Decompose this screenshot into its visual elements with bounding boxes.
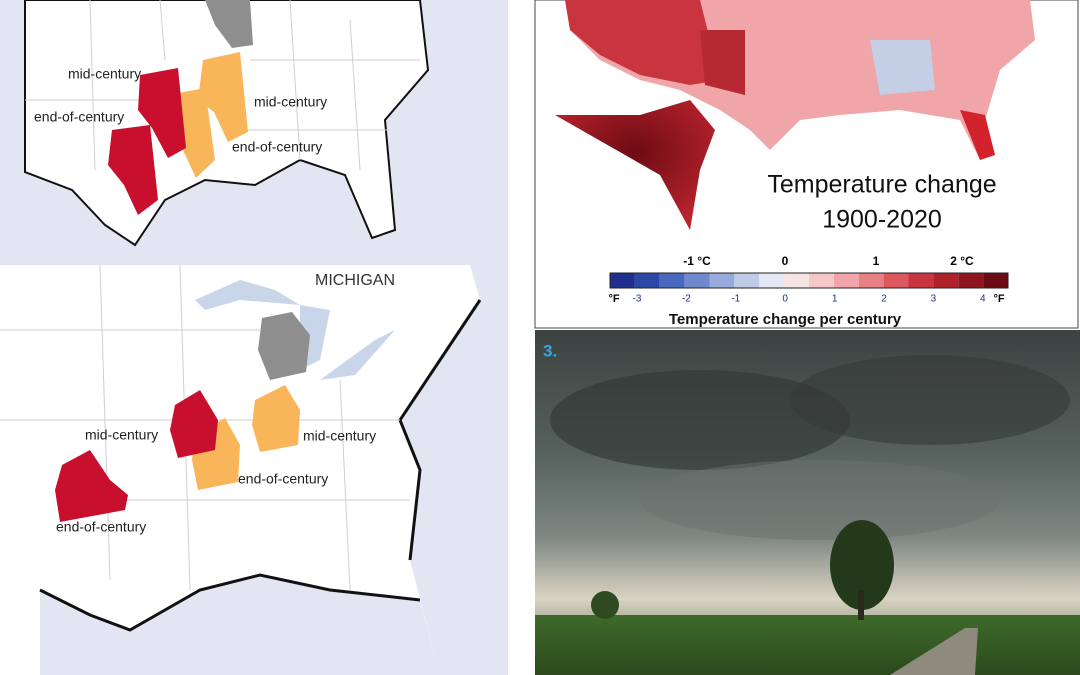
state-orange xyxy=(252,385,300,452)
fahrenheit-tick-label: 2 xyxy=(881,294,887,305)
gutter xyxy=(508,0,535,675)
region-warm xyxy=(700,30,745,95)
axis-label: Temperature change per century xyxy=(669,311,902,328)
color-swatch xyxy=(659,273,685,288)
road xyxy=(890,628,978,675)
color-swatch xyxy=(883,273,909,288)
tree xyxy=(591,591,619,619)
illinois-map: mid-century end-of-century mid-century e… xyxy=(0,0,510,265)
water xyxy=(40,265,510,675)
region-warm xyxy=(960,110,995,160)
celsius-tick-label: -1 °C xyxy=(683,254,711,268)
colorbar: -1 °C 0 1 2 °C -3 -2 -1 0 1 2 3 4 xyxy=(609,254,1009,305)
celsius-tick-label: 0 xyxy=(782,254,789,268)
photo-label: 3. xyxy=(543,341,557,360)
lake xyxy=(320,330,395,380)
colorbar-frame xyxy=(609,272,1009,289)
label: end-of-century xyxy=(232,139,322,155)
alaska xyxy=(555,100,715,230)
color-swatch xyxy=(809,273,834,288)
label: mid-century xyxy=(303,428,376,444)
state-gray xyxy=(205,0,253,48)
subtitle: 1900-2020 xyxy=(822,206,942,234)
label: end-of-century xyxy=(34,109,124,125)
state-red xyxy=(138,68,186,158)
color-swatch xyxy=(784,273,809,288)
unit: °F xyxy=(608,293,619,305)
state-red xyxy=(55,450,128,522)
michigan-map: MICHIGAN mid-century mid-century end-of-… xyxy=(0,264,510,675)
label: mid-century xyxy=(254,94,327,110)
label: mid-century xyxy=(85,427,158,443)
cloud xyxy=(550,370,850,470)
region-cool xyxy=(870,40,935,95)
fahrenheit-tick-label: 0 xyxy=(782,294,788,305)
color-swatch xyxy=(759,273,785,288)
state-orange xyxy=(198,52,248,142)
label: end-of-century xyxy=(238,471,328,487)
color-swatch xyxy=(858,273,884,288)
state-red xyxy=(108,125,158,215)
state-red xyxy=(170,390,218,458)
lake xyxy=(195,280,300,310)
cloud xyxy=(790,355,1070,445)
fahrenheit-tick-label: -2 xyxy=(682,294,691,305)
tree xyxy=(830,520,894,610)
cloud xyxy=(640,460,1000,540)
color-swatch xyxy=(634,273,660,288)
title: Temperature change xyxy=(767,171,996,199)
color-swatch xyxy=(833,273,859,288)
fahrenheit-tick-label: -3 xyxy=(633,294,642,305)
color-swatch xyxy=(610,273,635,288)
fahrenheit-tick-label: 1 xyxy=(832,294,838,305)
tree-trunk xyxy=(858,590,864,620)
label: mid-century xyxy=(68,66,141,82)
color-swatch xyxy=(933,273,959,288)
color-swatch xyxy=(958,273,984,288)
storm-photo: 3. xyxy=(535,330,1080,675)
state-borders xyxy=(25,0,420,171)
color-swatch xyxy=(734,273,760,288)
state-gray xyxy=(258,312,310,380)
fahrenheit-tick-label: -1 xyxy=(731,294,740,305)
color-swatch xyxy=(983,273,1008,288)
color-swatch xyxy=(709,273,735,288)
temperature-map: Temperature change 1900-2020 -1 °C 0 1 2 °C… xyxy=(534,0,1079,329)
color-swatch xyxy=(908,273,934,288)
label: end-of-century xyxy=(56,519,146,535)
state-name: MICHIGAN xyxy=(315,272,395,289)
region-warm xyxy=(565,0,720,85)
field xyxy=(535,615,1080,675)
fahrenheit-tick-label: 4 xyxy=(980,294,986,305)
celsius-tick-label: 1 xyxy=(873,254,880,268)
celsius-tick-label: 2 °C xyxy=(950,254,974,268)
fahrenheit-tick-label: 3 xyxy=(931,294,937,305)
color-swatch xyxy=(684,273,710,288)
unit: °F xyxy=(993,293,1004,305)
